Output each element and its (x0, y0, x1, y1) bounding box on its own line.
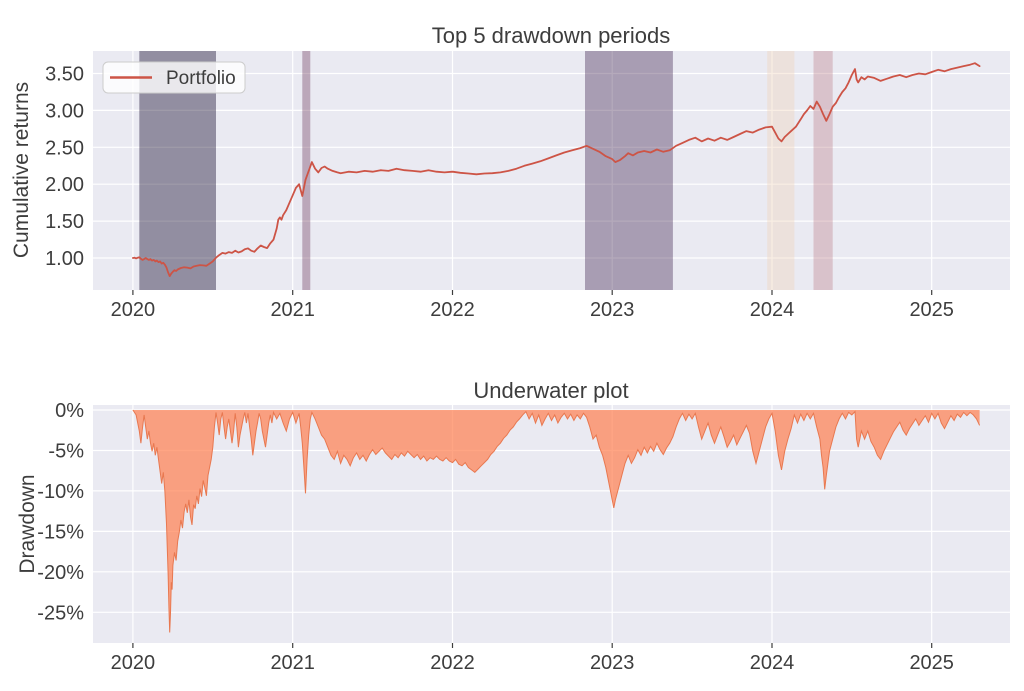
y-tick-label: -10% (37, 481, 84, 503)
x-tick-label: 2020 (111, 652, 156, 674)
y-tick-label: 3.00 (45, 100, 84, 122)
bottom-plot-area (93, 405, 1010, 643)
underwater-chart: 2020 2021 2022 2023 2024 2025 0% -5% -10% -15% -20… (16, 378, 1010, 674)
y-tick-label: -15% (37, 521, 84, 543)
y-tick-label: 1.50 (45, 211, 84, 233)
x-tick-label: 2025 (909, 299, 954, 321)
y-tick-label: 3.50 (45, 64, 84, 86)
x-tick-label: 2024 (750, 652, 795, 674)
bottom-chart-title: Underwater plot (473, 378, 628, 403)
legend-box (102, 61, 246, 94)
y-tick-label: -5% (48, 441, 84, 463)
x-tick-label: 2020 (111, 299, 156, 321)
portfolio-line (132, 62, 981, 277)
x-tick-label: 2021 (270, 299, 315, 321)
x-tick-label: 2025 (909, 652, 954, 674)
drawdown-period-region (767, 51, 795, 290)
x-tick-label: 2023 (590, 652, 635, 674)
top-chart-generated: 2020 2021 2022 2023 2024 2025 1.00 1.50 2.00 2.50… (45, 51, 1010, 321)
y-tick-label: 1.00 (45, 248, 84, 270)
bottom-chart-generated: 2020 2021 2022 2023 2024 2025 0% -5% -10% -15% -20… (37, 400, 1010, 674)
legend: Portfolio (102, 61, 246, 94)
top-chart-title: Top 5 drawdown periods (432, 23, 670, 48)
bottom-chart-ylabel: Drawdown (16, 474, 39, 573)
cumulative-returns-chart: 2020 2021 2022 2023 2024 2025 1.00 1.50 2.00 2.50… (10, 23, 1010, 321)
top-plot-area (93, 51, 1010, 290)
y-tick-label: 2.50 (45, 137, 84, 159)
y-tick-label: 2.00 (45, 174, 84, 196)
x-tick-label: 2023 (590, 299, 635, 321)
drawdown-period-region (302, 51, 311, 290)
x-tick-label: 2024 (750, 299, 795, 321)
x-tick-label: 2022 (430, 299, 475, 321)
x-tick-label: 2022 (430, 652, 475, 674)
drawdown-period-region (585, 51, 673, 290)
legend-label: Portfolio (166, 68, 236, 89)
x-tick-label: 2021 (270, 652, 315, 674)
drawdown-period-region (813, 51, 833, 290)
y-tick-label: 0% (55, 400, 84, 422)
y-tick-label: -25% (37, 602, 84, 624)
drawdown-line (132, 409, 981, 633)
top-chart-ylabel: Cumulative returns (10, 82, 33, 258)
y-tick-label: -20% (37, 562, 84, 584)
